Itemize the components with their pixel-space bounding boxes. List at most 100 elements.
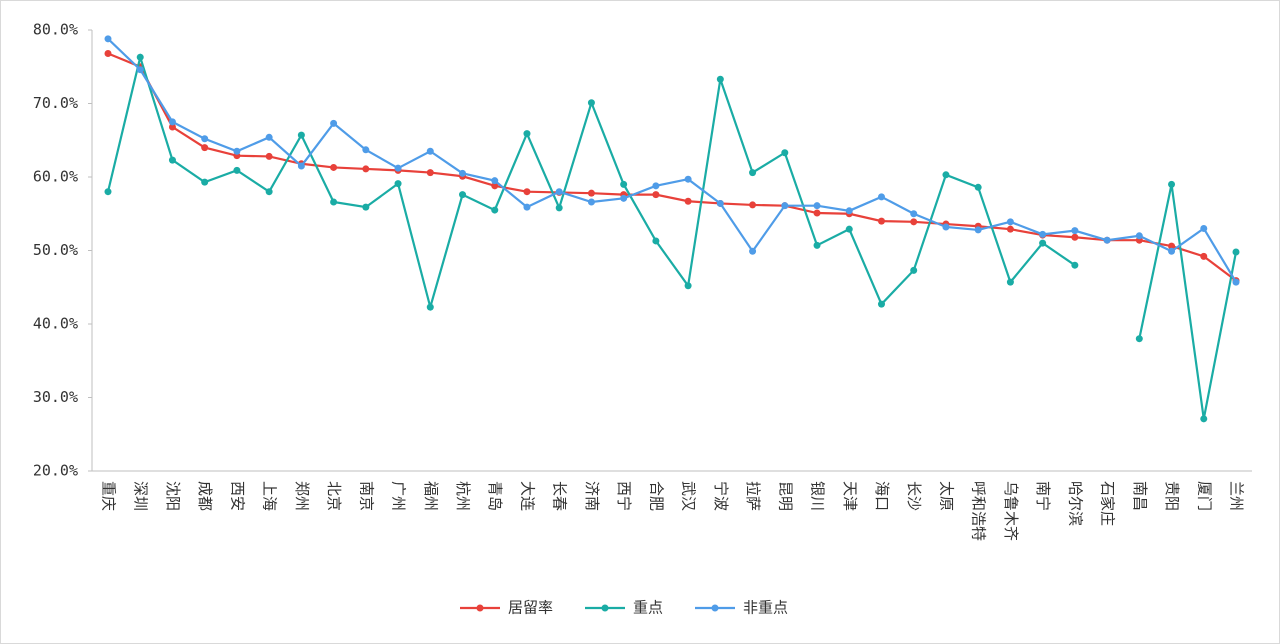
x-tick-label: 南宁 [1034,481,1052,511]
x-tick-label: 长沙 [905,481,923,511]
data-point [426,303,434,311]
data-point [265,188,273,196]
data-point [330,119,338,127]
data-point [813,241,821,249]
data-point [781,149,789,157]
series-line [107,38,1237,283]
data-point [168,123,176,131]
data-point [426,169,434,177]
data-point [910,266,918,274]
x-tick-label: 合肥 [647,481,665,511]
data-point [781,202,789,210]
y-tick-label: 60.0% [33,168,78,186]
data-point [459,191,467,199]
data-point [684,175,692,183]
data-point [942,223,950,231]
data-point [1200,252,1208,260]
x-tick-label: 海口 [873,481,891,511]
x-tick-label: 深圳 [132,481,150,511]
data-point [555,188,563,196]
data-point [168,156,176,164]
x-tick-label: 福州 [422,481,440,511]
data-point [136,66,144,74]
data-point [1168,247,1176,255]
data-point [201,135,209,143]
data-point [104,35,112,43]
x-tick-label: 西宁 [615,481,633,511]
data-point [491,182,499,190]
data-point [491,177,499,185]
data-point [1071,261,1079,269]
x-tick-label: 厦门 [1195,481,1213,511]
data-point [942,171,950,179]
data-point [1200,415,1208,423]
data-point [910,210,918,218]
data-point [362,146,370,154]
data-point [362,203,370,211]
data-point [201,144,209,152]
data-point [1006,225,1014,233]
x-tick-label: 长春 [551,481,569,511]
data-point [652,237,660,245]
data-point [652,191,660,199]
data-point [587,189,595,197]
x-tick-label: 上海 [261,481,279,511]
x-tick-label: 沈阳 [164,481,182,511]
x-tick-label: 宁波 [712,481,730,511]
data-point [297,131,305,139]
legend-marker [711,604,719,612]
x-tick-label: 哈尔滨 [1066,481,1084,526]
x-tick-label: 广州 [390,481,408,511]
y-tick-label: 40.0% [33,315,78,333]
data-point [1168,242,1176,250]
data-point [523,130,531,138]
data-point [426,147,434,155]
data-point [716,75,724,83]
x-tick-label: 天津 [841,481,859,511]
data-point [330,163,338,171]
data-point [845,207,853,215]
data-point [684,197,692,205]
data-point [877,300,885,308]
x-tick-label: 兰州 [1228,481,1246,511]
data-point [716,199,724,207]
x-tick-label: 太原 [937,481,955,511]
x-tick-label: 贵阳 [1163,481,1181,511]
x-tick-label: 南京 [357,481,375,511]
x-tick-label: 郑州 [293,481,311,511]
data-point [1232,278,1240,286]
y-tick-label: 50.0% [33,241,78,259]
legend-label: 重点 [633,599,663,617]
data-point [749,169,757,177]
legend-label: 居留率 [508,599,553,617]
data-point [394,180,402,188]
x-tick-label: 银川 [809,481,827,511]
x-tick-label: 拉萨 [744,481,762,511]
data-point [1006,278,1014,286]
x-tick-label: 成都 [196,481,214,511]
legend-label: 非重点 [743,599,788,617]
x-tick-label: 西安 [228,481,246,511]
data-point [1039,230,1047,238]
x-tick-label: 大连 [518,481,536,511]
data-point [587,198,595,206]
x-tick-label: 杭州 [454,481,472,511]
data-point [104,188,112,196]
data-point [1071,227,1079,235]
data-point [523,203,531,211]
data-point [845,225,853,233]
y-tick-label: 30.0% [33,388,78,406]
data-point [1135,232,1143,240]
x-tick-label: 昆明 [776,481,794,511]
data-point [813,202,821,210]
data-point [1135,335,1143,343]
x-tick-label: 青岛 [486,481,504,511]
data-point [459,169,467,177]
y-tick-label: 80.0% [33,21,78,39]
data-point [1071,233,1079,241]
x-tick-label: 石家庄 [1099,481,1117,526]
x-tick-label: 南昌 [1131,481,1149,511]
data-point [104,50,112,58]
y-tick-label: 20.0% [33,462,78,480]
